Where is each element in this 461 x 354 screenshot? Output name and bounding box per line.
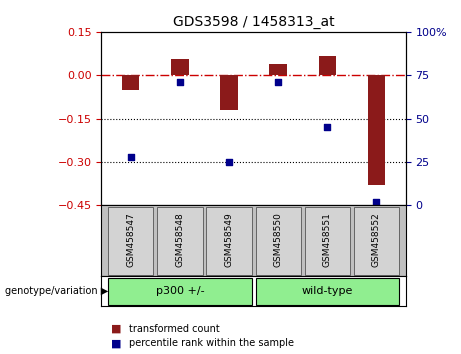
Text: GSM458547: GSM458547 [126, 212, 136, 267]
Point [372, 199, 380, 205]
Text: GSM458552: GSM458552 [372, 212, 381, 267]
Text: GSM458551: GSM458551 [323, 212, 331, 267]
Text: ■: ■ [111, 324, 121, 333]
Bar [270, 64, 287, 75]
Text: ■: ■ [111, 338, 121, 348]
FancyBboxPatch shape [305, 207, 350, 275]
FancyBboxPatch shape [207, 207, 252, 275]
Point [225, 159, 233, 165]
Bar [122, 75, 139, 90]
FancyBboxPatch shape [157, 207, 202, 275]
Text: wild-type: wild-type [301, 286, 353, 296]
FancyBboxPatch shape [108, 207, 154, 275]
Text: percentile rank within the sample: percentile rank within the sample [129, 338, 294, 348]
Text: p300 +/-: p300 +/- [156, 286, 204, 296]
FancyBboxPatch shape [354, 207, 399, 275]
Bar [368, 75, 385, 185]
Title: GDS3598 / 1458313_at: GDS3598 / 1458313_at [173, 16, 334, 29]
Text: GSM458548: GSM458548 [176, 212, 184, 267]
FancyBboxPatch shape [255, 207, 301, 275]
Text: genotype/variation ▶: genotype/variation ▶ [5, 286, 108, 296]
FancyBboxPatch shape [255, 278, 399, 305]
Bar [220, 75, 237, 110]
Text: transformed count: transformed count [129, 324, 220, 333]
Text: GSM458549: GSM458549 [225, 212, 234, 267]
Bar [319, 56, 336, 75]
Point [127, 154, 135, 160]
Bar [171, 59, 189, 75]
Text: GSM458550: GSM458550 [273, 212, 283, 267]
Point [324, 125, 331, 130]
Point [274, 79, 282, 85]
Point [176, 79, 183, 85]
FancyBboxPatch shape [108, 278, 252, 305]
